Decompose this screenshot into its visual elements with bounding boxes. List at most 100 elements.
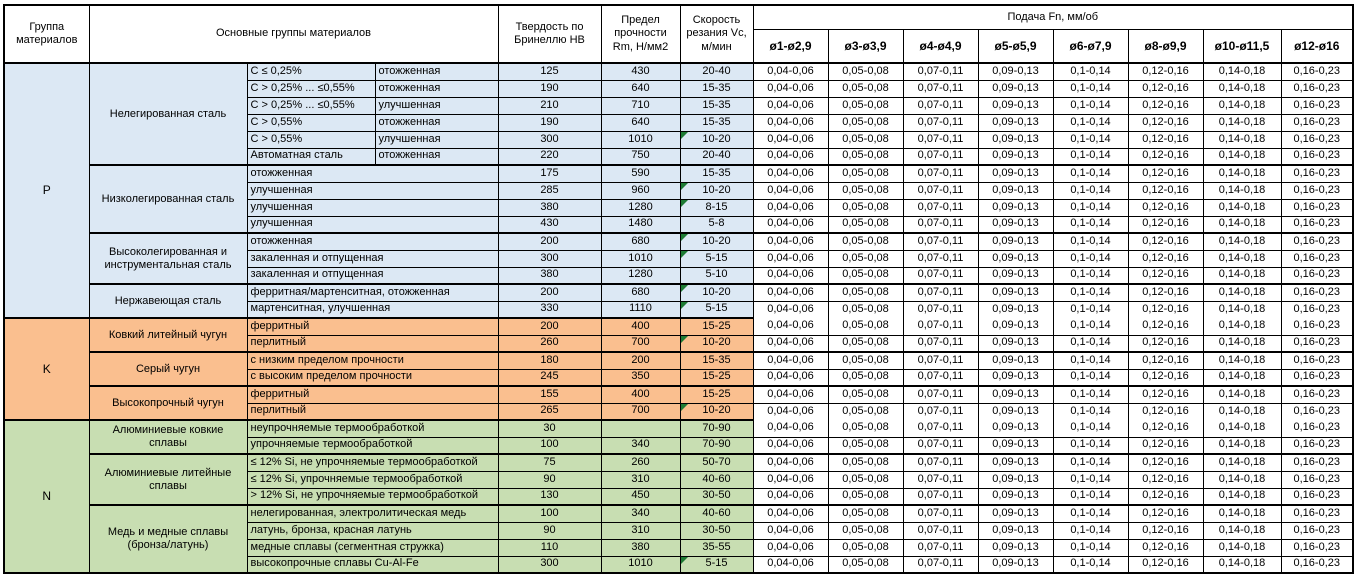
feed-value-col-8: 0,16-0,23 (1280, 96, 1354, 115)
feed-value-col-6: 0,12-0,16 (1127, 555, 1204, 574)
material-detail: улучшенная (246, 215, 499, 234)
feed-value-col-8: 0,16-0,23 (1280, 351, 1354, 370)
feed-value-col-8: 0,16-0,23 (1280, 555, 1354, 574)
feed-value-col-4: 0,09-0,13 (977, 79, 1054, 98)
feed-value-col-4: 0,09-0,13 (977, 385, 1054, 404)
feed-value-col-4: 0,09-0,13 (977, 538, 1054, 557)
cutting-speed-vc-value: 10-20 (679, 283, 754, 302)
subgroup-name: Высоколегированная и инструментальная ст… (88, 232, 248, 285)
strength-rm-value: 310 (600, 521, 681, 540)
table-row: мартенситная, улучшенная 330 1110 5-15 0,04-… (4, 300, 1354, 319)
feed-value-col-3: 0,07-0,11 (902, 318, 979, 336)
feed-value-col-7: 0,14-0,18 (1202, 283, 1282, 302)
table-row: Медь и медные сплавы (бронза/латунь) неле… (4, 504, 1354, 574)
feed-value-col-3: 0,07-0,11 (902, 147, 979, 166)
feed-value-col-8: 0,16-0,23 (1280, 164, 1354, 183)
cutting-speed-vc-value: 10-20 (679, 402, 754, 421)
feed-value-col-7: 0,14-0,18 (1202, 385, 1282, 404)
feed-value-col-5: 0,1-0,14 (1052, 555, 1129, 574)
feed-value-col-4: 0,09-0,13 (977, 62, 1054, 81)
feed-value-col-3: 0,07-0,11 (902, 181, 979, 200)
feed-value-col-3: 0,07-0,11 (902, 385, 979, 404)
material-detail: ферритный (246, 317, 499, 336)
feed-value-col-1: 0,04-0,06 (752, 215, 829, 234)
feed-value-col-4: 0,09-0,13 (977, 521, 1054, 540)
header-cutting-speed: Скорость резания Vc, м/мин (679, 4, 754, 64)
cutting-speed-vc-value: 15-25 (679, 385, 754, 404)
feed-value-col-7: 0,14-0,18 (1202, 521, 1282, 540)
hardness-hb-value: 285 (497, 181, 602, 200)
cutting-speed-vc-value: 5-8 (679, 215, 754, 234)
feed-value-col-2: 0,05-0,08 (827, 385, 904, 404)
table-row: с высоким пределом прочности 245 350 15-25 0… (4, 368, 1354, 387)
feed-value-col-5: 0,1-0,14 (1052, 521, 1129, 540)
feed-value-col-1: 0,04-0,06 (752, 504, 829, 523)
feed-value-col-2: 0,05-0,08 (827, 470, 904, 489)
feed-value-col-6: 0,12-0,16 (1127, 385, 1204, 404)
material-detail: улучшенная (246, 198, 499, 217)
table-row: улучшенная 285 960 10-20 0,04-0,06 0,05-0,08 0… (4, 181, 1354, 200)
cutting-speed-vc-value: 40-60 (679, 470, 754, 489)
cutting-speed-vc-value: 10-20 (679, 130, 754, 149)
feed-value-col-5: 0,1-0,14 (1052, 504, 1129, 523)
material-detail: C > 0,25% ... ≤0,55% (246, 96, 376, 115)
strength-rm-value: 960 (600, 181, 681, 200)
hardness-hb-value: 220 (497, 147, 602, 166)
table-row: улучшенная 380 1280 8-15 0,04-0,06 0,05-0,08 0… (4, 198, 1354, 217)
feed-value-col-3: 0,07-0,11 (902, 436, 979, 455)
material-detail: медные сплавы (сегментная стружка) (246, 538, 499, 557)
feed-value-col-1: 0,04-0,06 (752, 436, 829, 455)
cutting-speed-vc-value: 10-20 (679, 181, 754, 200)
feed-value-col-1: 0,04-0,06 (752, 351, 829, 370)
material-detail: C > 0,25% ... ≤0,55% (246, 79, 376, 98)
feed-value-col-2: 0,05-0,08 (827, 62, 904, 81)
subgroup-name: Алюминиевые литейные сплавы (88, 453, 248, 506)
feed-value-col-4: 0,09-0,13 (977, 113, 1054, 132)
material-detail: мартенситная, улучшенная (246, 300, 499, 319)
feed-value-col-1: 0,04-0,06 (752, 368, 829, 387)
feed-value-col-2: 0,05-0,08 (827, 249, 904, 268)
feed-value-col-3: 0,07-0,11 (902, 487, 979, 506)
feed-value-col-6: 0,12-0,16 (1127, 351, 1204, 370)
strength-rm-value: 340 (600, 436, 681, 455)
feed-value-col-1: 0,04-0,06 (752, 283, 829, 302)
feed-value-col-6: 0,12-0,16 (1127, 453, 1204, 472)
hardness-hb-value: 210 (497, 96, 602, 115)
table-row: медные сплавы (сегментная стружка) 110 380… (4, 538, 1354, 557)
feed-value-col-2: 0,05-0,08 (827, 436, 904, 455)
feed-value-col-7: 0,14-0,18 (1202, 368, 1282, 387)
cutting-speed-vc-value: 10-20 (679, 334, 754, 353)
feed-value-col-2: 0,05-0,08 (827, 521, 904, 540)
table-row: перлитный 260 700 10-20 0,04-0,06 0,05-0,08 0,… (4, 334, 1354, 353)
feed-value-col-7: 0,14-0,18 (1202, 232, 1282, 251)
cutting-speed-vc-value: 70-90 (679, 436, 754, 455)
feed-value-col-4: 0,09-0,13 (977, 420, 1054, 438)
feed-value-col-6: 0,12-0,16 (1127, 402, 1204, 421)
subgroup-name: Нелегированная сталь (88, 62, 248, 166)
cutting-speed-vc-value: 15-35 (679, 164, 754, 183)
feed-value-col-5: 0,1-0,14 (1052, 232, 1129, 251)
group-code: K (3, 317, 90, 421)
feed-value-col-8: 0,16-0,23 (1280, 147, 1354, 166)
cutting-speed-vc-value: 10-20 (679, 232, 754, 251)
header-feed-col-6: ø8-ø9,9 (1127, 29, 1204, 64)
feed-value-col-8: 0,16-0,23 (1280, 334, 1354, 353)
feed-value-col-4: 0,09-0,13 (977, 130, 1054, 149)
feed-value-col-2: 0,05-0,08 (827, 402, 904, 421)
feed-value-col-7: 0,14-0,18 (1202, 487, 1282, 506)
feed-value-col-3: 0,07-0,11 (902, 453, 979, 472)
strength-rm-value (600, 419, 681, 438)
feed-value-col-8: 0,16-0,23 (1280, 181, 1354, 200)
feed-value-col-6: 0,12-0,16 (1127, 538, 1204, 557)
feed-value-col-5: 0,1-0,14 (1052, 147, 1129, 166)
table-row: перлитный 265 700 10-20 0,04-0,06 0,05-0,08 0,… (4, 402, 1354, 421)
feed-value-col-7: 0,14-0,18 (1202, 266, 1282, 285)
feed-value-col-5: 0,1-0,14 (1052, 300, 1129, 319)
feed-value-col-5: 0,1-0,14 (1052, 385, 1129, 404)
strength-rm-value: 260 (600, 453, 681, 472)
cutting-speed-vc-value: 5-10 (679, 266, 754, 285)
feed-value-col-2: 0,05-0,08 (827, 96, 904, 115)
hardness-hb-value: 30 (497, 419, 602, 438)
feed-value-col-5: 0,1-0,14 (1052, 334, 1129, 353)
material-state: отожженная (374, 147, 499, 166)
